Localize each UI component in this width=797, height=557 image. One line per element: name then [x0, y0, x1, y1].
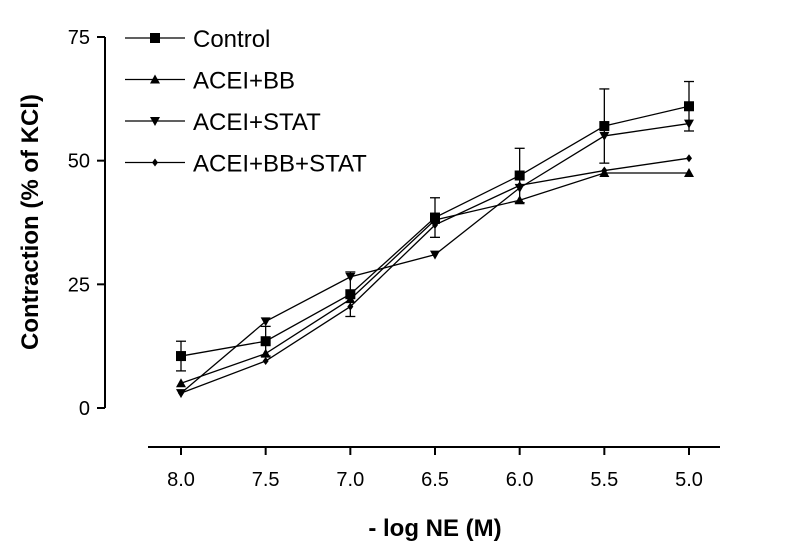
data-point [599, 131, 610, 141]
x-tick-label: 7.0 [336, 469, 364, 491]
data-point [516, 181, 523, 190]
data-point [430, 250, 440, 260]
series-acei-bb-stat [178, 154, 692, 398]
y-tick-label: 0 [79, 398, 90, 420]
data-point [432, 220, 438, 229]
y-tick-label: 50 [68, 151, 90, 173]
data-point [347, 302, 354, 311]
data-point [601, 166, 608, 175]
data-point [345, 294, 356, 304]
data-point [599, 121, 610, 132]
legend-marker [150, 74, 160, 84]
x-tick-label: 5.5 [590, 469, 618, 491]
data-point [260, 336, 271, 347]
series-line [180, 157, 690, 394]
y-tick-label: 75 [68, 27, 90, 49]
x-tick-label: 7.5 [252, 469, 280, 491]
data-point [178, 389, 184, 398]
x-ticks: 8.0 7.5 7.0 6.5 6.0 5.5 5.0 [167, 447, 703, 491]
legend-label: ACEI+BB [193, 68, 295, 95]
legend-label: Control [193, 26, 270, 53]
legend-marker [152, 158, 158, 167]
data-point [430, 215, 440, 225]
data-point [176, 378, 186, 388]
data-point [686, 154, 692, 163]
data-point [684, 101, 694, 112]
legend-item: ACEI+STAT [125, 109, 321, 136]
legend-item: ACEI+BB [125, 68, 295, 95]
legend-marker [150, 33, 160, 43]
legend-marker [150, 117, 160, 126]
x-tick-label: 8.0 [167, 469, 195, 491]
legend-item: ACEI+BB+STAT [125, 151, 367, 178]
y-tick-label: 25 [68, 274, 90, 296]
legend-label: ACEI+STAT [193, 109, 321, 136]
legend-item: Control [125, 26, 270, 53]
x-tick-label: 6.0 [506, 469, 534, 491]
data-point [176, 351, 186, 362]
series-layer [176, 80, 694, 399]
legend: Control ACEI+BB ACEI+STAT ACEI+BB+STAT [125, 26, 367, 178]
data-point [684, 119, 694, 129]
data-point [514, 195, 525, 205]
y-ticks: 0 25 50 75 [68, 27, 105, 420]
x-tick-label: 6.5 [421, 469, 449, 491]
data-point [514, 170, 525, 181]
legend-label: ACEI+BB+STAT [193, 151, 367, 178]
data-point [262, 357, 269, 366]
y-axis-label: Contraction (% of KCl) [17, 94, 44, 350]
data-point [345, 272, 356, 282]
data-point [684, 168, 694, 178]
data-point [260, 348, 271, 358]
x-axis-label: - log NE (M) [368, 515, 501, 542]
x-tick-label: 5.0 [675, 469, 703, 491]
data-point [260, 317, 271, 327]
